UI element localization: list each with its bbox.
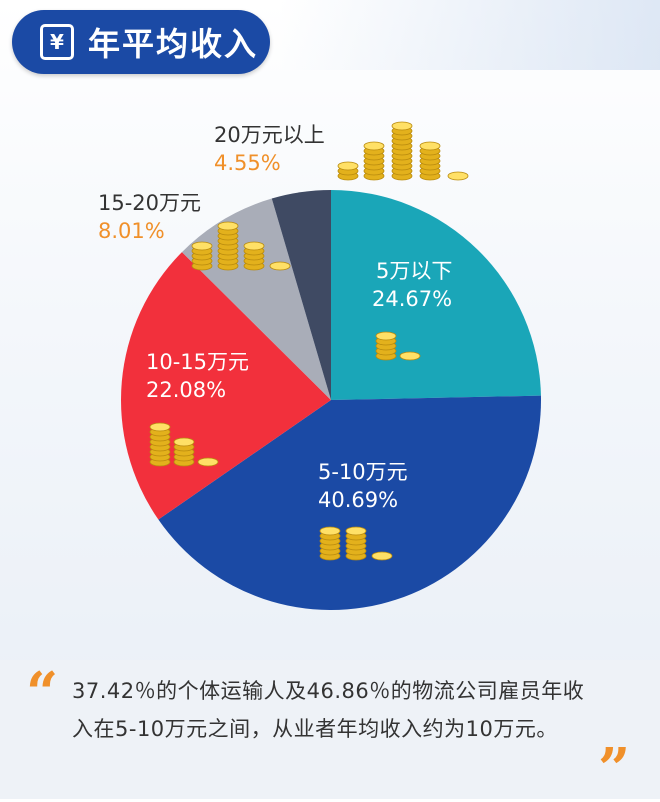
slice-label-over-20w: 20万元以上 bbox=[214, 123, 325, 147]
open-quote-icon: “ bbox=[26, 660, 59, 726]
coin-stack-icon bbox=[269, 261, 291, 271]
coin-stack-icon bbox=[149, 422, 171, 467]
note-panel bbox=[0, 660, 660, 799]
slice-10-15w bbox=[120, 252, 331, 520]
slice-value-5-10w: 40.69% bbox=[318, 488, 399, 512]
coin-stack-icon bbox=[371, 551, 393, 561]
slice-5-10w bbox=[158, 395, 541, 610]
coin-stack-icon bbox=[243, 241, 265, 271]
slice-value-10-15w: 22.08% bbox=[146, 378, 227, 402]
coin-stack-icon bbox=[375, 331, 397, 361]
coin-stack-icon bbox=[337, 161, 359, 181]
note-text: 37.42％的个体运输人及46.86％的物流公司雇员年收入在5-10万元之间，从… bbox=[72, 679, 585, 741]
slice-label-5-10w: 5-10万元 bbox=[318, 460, 408, 484]
slice-label-under-5w: 5万以下 bbox=[376, 259, 453, 283]
header-badge: ¥ 年平均收入 bbox=[12, 10, 270, 74]
coin-stack-icon bbox=[197, 457, 219, 467]
pie-chart bbox=[120, 121, 541, 610]
close-quote-icon: ” bbox=[598, 736, 631, 802]
coin-stack-icon bbox=[363, 141, 385, 181]
coin-stack-icon bbox=[319, 526, 341, 561]
coin-stack-icon bbox=[419, 141, 441, 181]
coin-stack-icon bbox=[217, 221, 239, 271]
slice-value-over-20w: 4.55% bbox=[214, 151, 281, 175]
slice-label-10-15w: 10-15万元 bbox=[146, 350, 250, 374]
header-background bbox=[280, 0, 660, 70]
slice-value-under-5w: 24.67% bbox=[372, 287, 453, 311]
slice-label-15-20w: 15-20万元 bbox=[98, 191, 202, 215]
slice-value-15-20w: 8.01% bbox=[98, 219, 165, 243]
coin-stack-icon bbox=[345, 526, 367, 561]
coin-stack-icon bbox=[447, 171, 469, 181]
coin-stack-icon bbox=[173, 437, 195, 467]
yen-icon: ¥ bbox=[40, 24, 74, 60]
coin-stack-icon bbox=[399, 351, 421, 361]
slice-over-20w bbox=[271, 190, 331, 400]
page-title: 年平均收入 bbox=[88, 25, 259, 63]
coin-stack-icon bbox=[391, 121, 413, 181]
coin-stack-icon bbox=[191, 241, 213, 271]
